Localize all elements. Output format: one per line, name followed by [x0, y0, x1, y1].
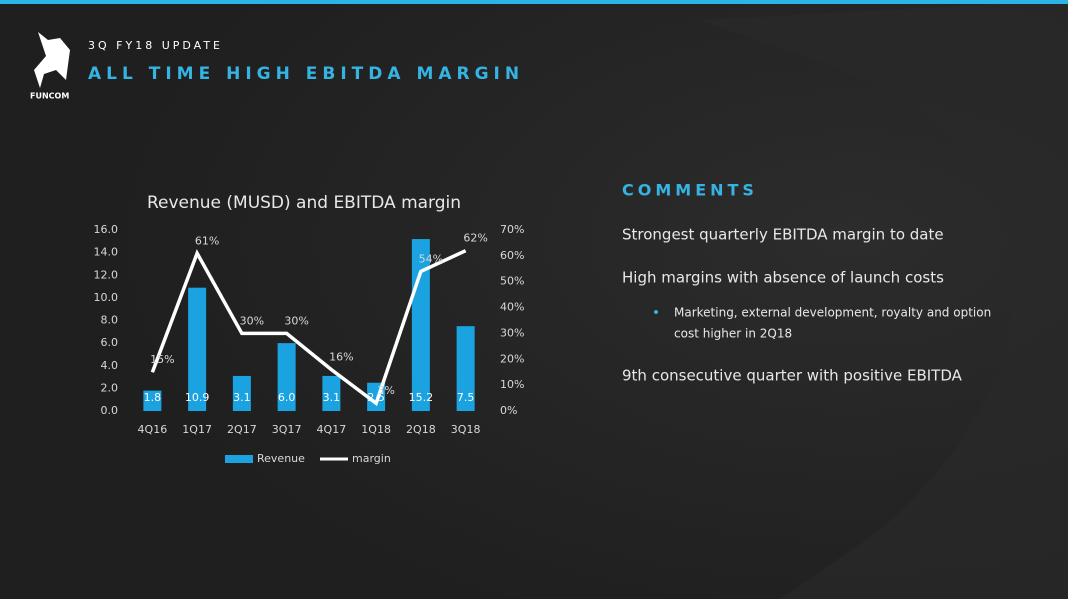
slide-title: ALL TIME HIGH EBITDA MARGIN [88, 64, 524, 84]
line-label: 61% [195, 234, 219, 247]
line-label: 16% [329, 351, 353, 364]
y-tick-label: 0.0 [101, 404, 119, 417]
y-tick-label: 12.0 [94, 268, 119, 281]
bar [143, 390, 162, 411]
bar-label: 3.1 [323, 391, 341, 404]
sub-comment: cost higher in 2Q18 [674, 327, 792, 341]
comment: 9th consecutive quarter with positive EB… [622, 367, 963, 385]
logo-text: FUNCOM [30, 92, 69, 101]
y2-tick-label: 70% [500, 223, 524, 236]
line-label: 54% [419, 252, 443, 265]
logo-mark [34, 32, 70, 88]
x-tick-label: 1Q18 [361, 423, 391, 436]
line-label: 15% [150, 353, 174, 366]
y2-tick-label: 20% [500, 352, 524, 365]
x-tick-label: 4Q16 [138, 423, 168, 436]
margin-line [150, 249, 467, 407]
line-label: 62% [463, 232, 487, 245]
bar-label: 7.5 [457, 391, 475, 404]
x-tick-label: 2Q18 [406, 423, 436, 436]
bar [188, 287, 207, 411]
bar-label: 10.9 [185, 391, 210, 404]
y-tick-label: 14.0 [94, 246, 119, 259]
line-label: 30% [284, 314, 308, 327]
bar-label: 3.1 [233, 391, 251, 404]
bar [277, 343, 296, 411]
bar [232, 375, 251, 411]
y2-tick-label: 50% [500, 275, 524, 288]
kicker: 3Q FY18 UPDATE [88, 39, 223, 52]
y-tick-label: 10.0 [94, 291, 119, 304]
comments-heading: COMMENTS [622, 181, 758, 200]
y-tick-label: 2.0 [101, 381, 119, 394]
x-tick-label: 4Q17 [317, 423, 347, 436]
chart-title: Revenue (MUSD) and EBITDA margin [147, 193, 461, 213]
bar-label: 6.0 [278, 391, 296, 404]
line-label: 30% [240, 314, 264, 327]
backdrop-figure [700, 0, 1068, 599]
y2-tick-label: 60% [500, 249, 524, 262]
bar-label: 1.8 [144, 391, 162, 404]
x-tick-label: 2Q17 [227, 423, 257, 436]
y-tick-label: 6.0 [101, 336, 119, 349]
comment: High margins with absence of launch cost… [622, 269, 944, 287]
line-label: 3% [377, 384, 394, 397]
y-tick-label: 4.0 [101, 359, 119, 372]
x-tick-label: 1Q17 [182, 423, 212, 436]
legend-swatch [225, 455, 253, 463]
y-tick-label: 8.0 [101, 314, 119, 327]
y2-tick-label: 10% [500, 378, 524, 391]
bullet-dot [654, 310, 658, 314]
bar [322, 375, 341, 411]
bar [456, 326, 475, 411]
y2-tick-label: 30% [500, 326, 524, 339]
legend-label: Revenue [257, 452, 305, 465]
legend-label: margin [352, 452, 391, 465]
sub-comment: Marketing, external development, royalty… [674, 306, 991, 320]
x-tick-label: 3Q18 [451, 423, 481, 436]
bar-label: 15.2 [409, 391, 434, 404]
top-bar [0, 0, 1068, 4]
y2-tick-label: 0% [500, 404, 517, 417]
x-tick-label: 3Q17 [272, 423, 302, 436]
y-tick-label: 16.0 [94, 223, 119, 236]
comment: Strongest quarterly EBITDA margin to dat… [622, 226, 944, 244]
y2-tick-label: 40% [500, 301, 524, 314]
